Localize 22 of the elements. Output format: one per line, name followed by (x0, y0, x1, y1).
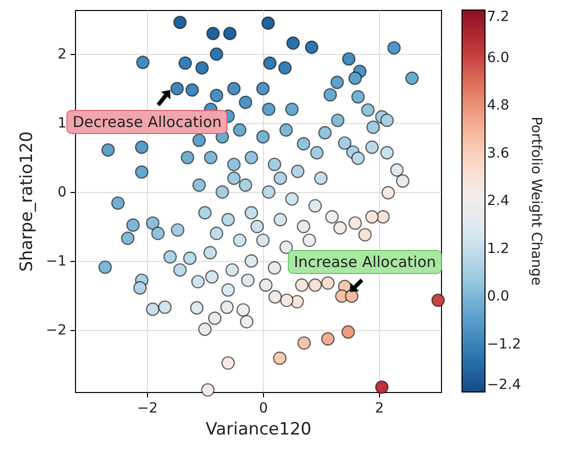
x-axis-title: Variance120 (206, 420, 312, 440)
color-bar-label: 7.2 (487, 9, 510, 25)
annotation: Decrease Allocation (66, 110, 228, 134)
x-tick-label: −2 (137, 400, 158, 416)
x-tick-label: 0 (258, 400, 268, 416)
color-bar-label: 4.8 (487, 98, 510, 114)
color-bar-label: 6.0 (487, 50, 510, 66)
color-bar-label: 3.6 (487, 145, 510, 162)
y-tick-label: 0 (58, 184, 66, 201)
annotation: Increase Allocation (288, 250, 442, 274)
y-tick-label: 2 (58, 46, 66, 63)
y-tick-label: −1 (46, 253, 66, 270)
color-bar-label: 0.0 (487, 288, 510, 304)
x-tick-label: 2 (374, 400, 384, 416)
y-tick-label: 1 (58, 116, 66, 132)
color-bar-label: 2.4 (487, 193, 510, 209)
color-bar-label: −2.4 (487, 377, 522, 393)
color-bar-label: 1.2 (487, 240, 510, 257)
color-bar-title: Portfolio Weight Change (528, 116, 544, 286)
color-bar-label: −1.2 (487, 336, 521, 352)
y-tick-label: −2 (46, 322, 66, 338)
y-axis-title: Sharpe_ratio120 (16, 131, 37, 272)
